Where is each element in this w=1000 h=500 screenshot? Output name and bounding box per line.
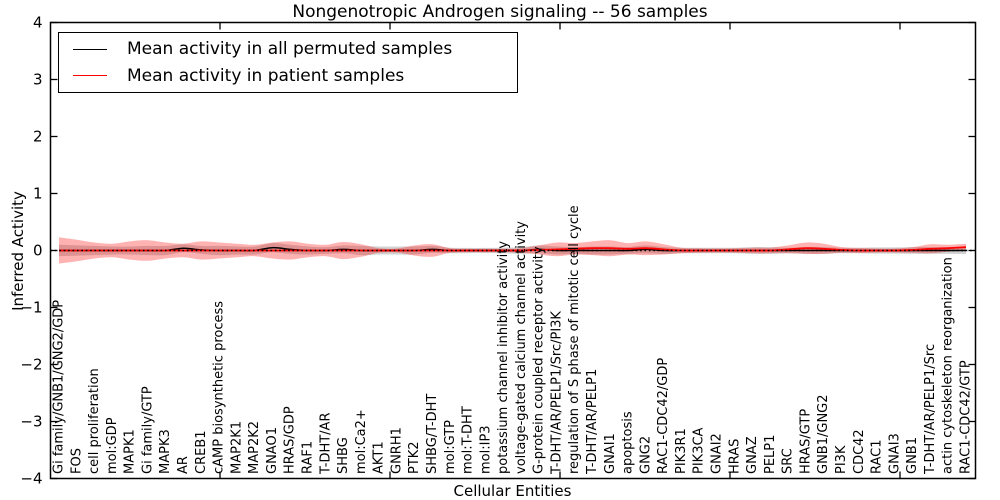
x-tick-label: apoptosis [621,411,636,474]
x-tick-label: MAP2K1 [229,421,244,474]
x-tick-label: PIK3CA [692,427,707,474]
x-tick-label: CDC42 [852,429,867,474]
x-tick-label: mol:T-DHT [461,406,476,474]
y-tick-label: 2 [33,128,43,146]
x-tick-label: cell proliferation [87,368,102,474]
x-tick-label: Gi family/GTP [140,386,155,474]
patient-line-sample [73,75,107,77]
x-tick-label: T-DHT/AR [318,413,333,475]
x-tick-label: mol:GDP [105,417,120,474]
x-tick-label: PIK3R1 [674,428,689,474]
x-tick-label: T-DHT/AR/PELP1/Src [923,344,938,475]
x-tick-label: Gi family/GNB1/GNG2/GDP [52,300,67,474]
y-tick-label: −2 [20,356,42,374]
x-tick-label: FOS [69,448,84,474]
x-tick-label: AKT1 [372,441,387,474]
x-tick-label: actin cytoskeleton reorganization [941,257,956,474]
y-tick-label: 4 [33,14,43,32]
x-tick-label: mol:IP3 [478,425,493,474]
x-tick-label: GNB1/GNG2 [816,394,831,474]
x-tick-label: SRC [781,448,796,474]
legend-entry-patient: Mean activity in patient samples [59,66,517,86]
x-tick-label: GNAI2 [710,433,725,474]
x-tick-label: regulation of S phase of mitotic cell cy… [567,205,582,474]
y-tick-label: −1 [20,299,42,317]
legend-label-permuted: Mean activity in all permuted samples [127,39,453,60]
legend: Mean activity in all permuted samples Me… [58,32,518,93]
y-tick-label: 1 [33,185,43,203]
x-tick-label: GNRH1 [389,427,404,474]
x-tick-label: SHBG [336,437,351,474]
x-tick-label: mol:GTP [443,420,458,474]
x-tick-label: GNAO1 [265,427,280,474]
x-tick-label: MAPK3 [158,429,173,474]
x-tick-label: GNAI3 [887,433,902,474]
x-tick-label: RAC1 [870,439,885,474]
x-tick-label: AR [176,456,191,474]
x-tick-label: RAC1-CDC42/GDP [656,358,671,474]
x-tick-label: potassium channel inhibitor activity [496,241,511,474]
x-tick-label: HRAS/GDP [283,406,298,474]
y-tick-label: 0 [33,242,43,260]
x-tick-label: RAF1 [301,441,316,474]
y-tick-label: −3 [20,413,42,431]
x-tick-label: HRAS/GTP [798,409,813,474]
x-tick-label: PI3K [834,445,849,474]
legend-entry-permuted: Mean activity in all permuted samples [59,39,517,59]
x-tick-label: GNB1 [905,437,920,474]
x-tick-label: cAMP biosynthetic process [212,301,227,474]
x-tick-label: CREB1 [194,430,209,474]
x-tick-label: T-DHT/AR/PELP1/Src/PI3K [550,311,565,475]
x-tick-label: G-protein coupled receptor activity [532,246,547,474]
permuted-std-band [59,243,966,257]
chart-title: Nongenotropic Androgen signaling -- 56 s… [292,2,708,22]
y-tick-label: 3 [33,71,43,89]
y-tick-label: −4 [20,470,42,488]
x-axis-label: Cellular Entities [453,482,572,500]
x-tick-label: MAP2K2 [247,421,262,474]
x-tick-label: PELP1 [763,435,778,474]
x-tick-label: HRAS [727,439,742,474]
x-tick-label: GNAZ [745,436,760,474]
x-tick-label: GNAI1 [603,433,618,474]
x-tick-label: mol:Ca2+ [354,409,369,474]
legend-label-patient: Mean activity in patient samples [127,65,405,86]
x-tick-label: PTK2 [407,441,422,474]
x-tick-label: T-DHT/AR/PELP1 [585,369,600,475]
permuted-line-sample [73,48,107,50]
x-tick-label: MAPK1 [123,429,138,474]
x-tick-label: voltage-gated calcium channel activity [514,221,529,474]
x-tick-label: RAC1-CDC42/GTP [959,360,974,474]
x-tick-label: GNG2 [638,436,653,474]
x-tick-label: SHBG/T-DHT [425,394,440,474]
